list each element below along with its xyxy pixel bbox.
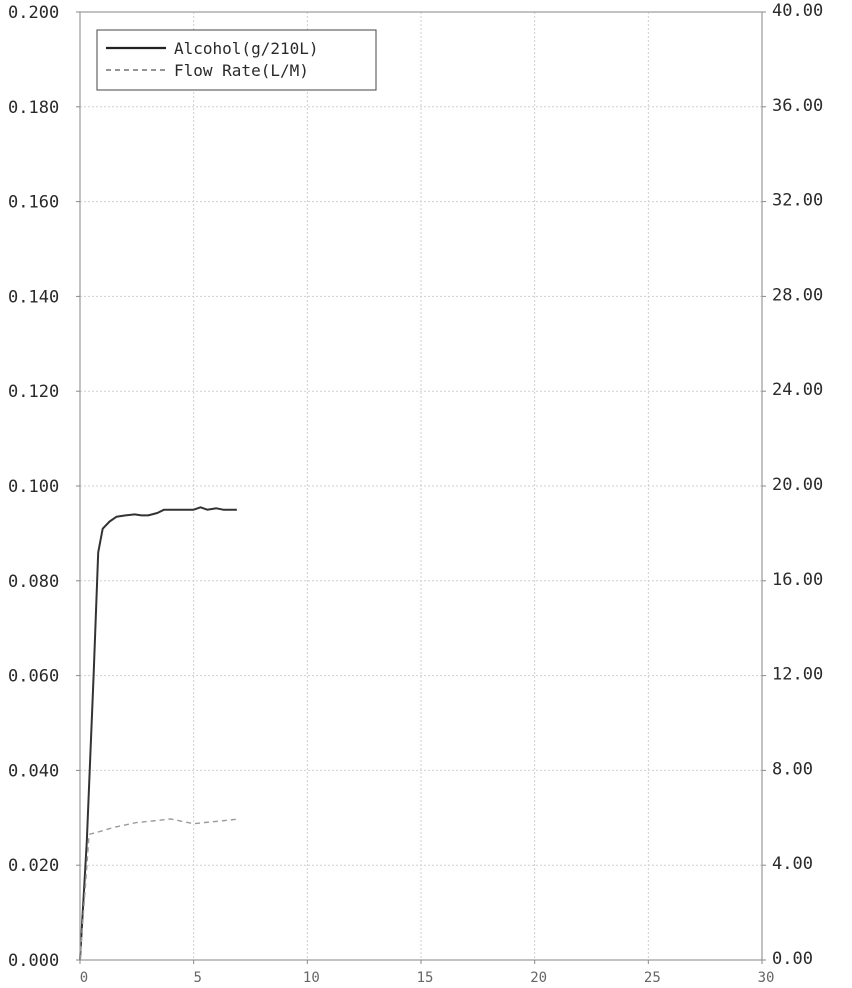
series-lines xyxy=(79,506,240,961)
x-axis: 0 5 10 15 20 25 30 xyxy=(79,960,775,986)
legend-box xyxy=(96,29,377,91)
right-tick-label: 24.00 xyxy=(772,380,823,400)
right-tick-label: 20.00 xyxy=(772,475,823,495)
x-tick-label: 25 xyxy=(644,970,661,986)
x-tick-label: 30 xyxy=(758,970,775,986)
left-tick-label: 0.040 xyxy=(8,761,59,781)
right-tick-label: 32.00 xyxy=(772,191,823,211)
left-tick-label: 0.000 xyxy=(8,951,59,971)
right-tick-label: 36.00 xyxy=(772,96,823,116)
right-tick-label: 8.00 xyxy=(772,759,813,779)
legend-label: Alcohol(g/210L) xyxy=(174,39,319,58)
right-tick-label: 16.00 xyxy=(772,570,823,590)
right-tick-label: 4.00 xyxy=(772,854,813,874)
left-tick-label: 0.200 xyxy=(8,3,59,23)
left-tick-label: 0.120 xyxy=(8,382,59,402)
series-line-flow-rate xyxy=(79,818,240,961)
right-tick-label: 40.00 xyxy=(772,1,823,21)
right-tick-label: 0.00 xyxy=(772,949,813,969)
legend-label: Flow Rate(L/M) xyxy=(174,61,309,80)
right-y-axis: 0.00 4.00 8.00 12.00 16.00 20.00 24.00 28.00 32.… xyxy=(762,1,823,969)
left-tick-label: 0.160 xyxy=(8,193,59,213)
right-tick-label: 12.00 xyxy=(772,665,823,685)
x-tick-label: 5 xyxy=(193,970,201,986)
left-tick-label: 0.020 xyxy=(8,856,59,876)
x-tick-label: 0 xyxy=(80,970,88,986)
x-tick-label: 10 xyxy=(303,970,320,986)
left-tick-label: 0.060 xyxy=(8,667,59,687)
x-tick-label: 15 xyxy=(417,970,434,986)
x-tick-label: 20 xyxy=(530,970,547,986)
series-line-alcohol xyxy=(79,506,237,961)
left-tick-label: 0.180 xyxy=(8,98,59,118)
grid-lines xyxy=(80,12,762,960)
right-tick-label: 28.00 xyxy=(772,285,823,305)
left-y-axis: 0.000 0.020 0.040 0.060 0.080 0.100 0.120 0.140… xyxy=(8,3,80,971)
left-tick-label: 0.080 xyxy=(8,572,59,592)
left-tick-label: 0.100 xyxy=(8,477,59,497)
left-tick-label: 0.140 xyxy=(8,287,59,307)
legend: Alcohol(g/210L) Flow Rate(L/M) xyxy=(96,29,377,91)
